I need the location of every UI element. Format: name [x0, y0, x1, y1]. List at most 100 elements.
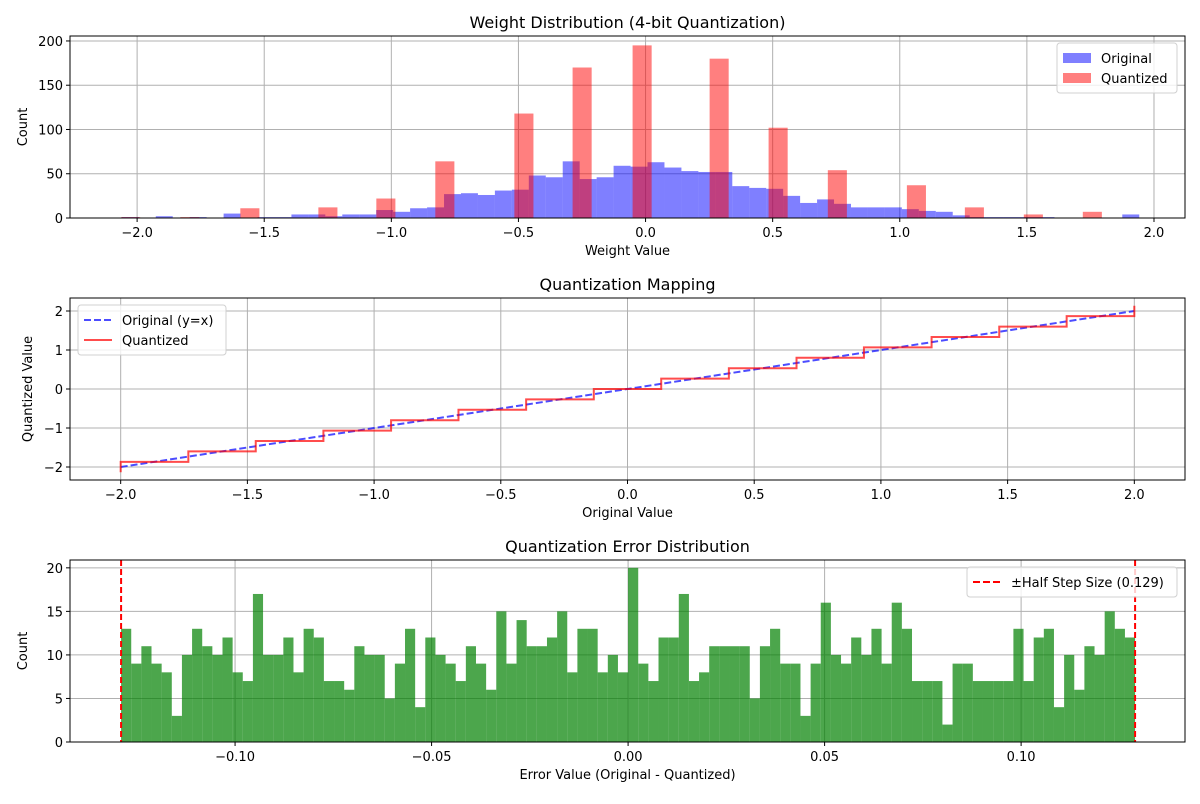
bar — [632, 45, 652, 218]
bar — [729, 646, 740, 742]
y-tick-label: 10 — [46, 649, 63, 664]
chart-title: Quantization Mapping — [540, 275, 716, 294]
bar — [1104, 611, 1115, 742]
legend-label: ±Half Step Size (0.129) — [1011, 576, 1164, 591]
bar — [212, 654, 223, 742]
bar — [405, 628, 416, 742]
bar — [313, 637, 324, 742]
bar — [223, 213, 241, 218]
axes-frame — [69, 35, 1186, 219]
x-tick-label: −1.5 — [232, 488, 264, 503]
series-quantized — [121, 45, 1102, 219]
x-tick-label: 1.0 — [871, 488, 892, 503]
x-tick-label: −0.10 — [215, 750, 255, 765]
bar — [141, 646, 152, 742]
x-tick-label: 0.5 — [744, 488, 765, 503]
bar — [410, 208, 428, 218]
bar — [273, 654, 284, 742]
legend-swatch — [1063, 53, 1091, 63]
y-tick-label: 1 — [55, 344, 63, 359]
y-axis-label: Count — [16, 632, 31, 671]
legend-box — [966, 566, 1178, 598]
x-tick-label: −2.0 — [121, 226, 153, 241]
bar — [354, 646, 365, 742]
bar — [455, 681, 466, 742]
bar — [131, 663, 142, 742]
bar — [1023, 681, 1034, 742]
bar — [867, 207, 885, 218]
series-quantized — [119, 305, 1136, 473]
bar — [770, 628, 781, 742]
bar — [982, 681, 994, 742]
bar — [192, 628, 203, 742]
bar — [318, 207, 338, 218]
bar — [648, 681, 659, 742]
x-tick-label: 1.0 — [889, 226, 910, 241]
bar — [514, 113, 534, 218]
bar — [901, 628, 913, 742]
x-tick-label: −0.5 — [503, 226, 535, 241]
bar — [460, 193, 478, 218]
bar — [861, 654, 872, 742]
bar — [952, 663, 963, 742]
series-original — [121, 161, 1140, 218]
axes-frame — [69, 559, 1186, 743]
bar — [359, 214, 377, 218]
legend: Original Quantized — [1056, 42, 1178, 94]
bar — [719, 646, 730, 742]
x-tick-label: 0.0 — [635, 226, 656, 241]
bar — [732, 186, 750, 218]
bar — [881, 663, 892, 742]
y-tick-label: 15 — [46, 605, 63, 620]
bar — [308, 214, 326, 218]
bar — [486, 689, 497, 742]
subplot-3: −0.10 −0.05 0.00 0.05 0.10 0 5 10 15 20 Quantizati… — [16, 537, 1186, 783]
bar — [1064, 654, 1075, 742]
y-tick-label: 0 — [55, 736, 63, 751]
bar — [871, 628, 882, 742]
x-tick-label: 2.0 — [1124, 488, 1145, 503]
bar — [638, 663, 649, 742]
bar — [577, 628, 588, 742]
bar — [161, 672, 172, 742]
bar — [952, 215, 970, 218]
bar — [884, 207, 902, 218]
y-tick-label: 200 — [38, 35, 63, 50]
bar — [494, 190, 512, 218]
bar — [242, 681, 253, 742]
bar — [1124, 637, 1136, 742]
bar — [617, 672, 629, 742]
bar — [374, 654, 385, 742]
bar — [1003, 681, 1014, 742]
y-axis-label: Count — [16, 108, 31, 147]
bar — [342, 214, 360, 218]
bar — [425, 637, 436, 742]
bar — [496, 611, 507, 742]
bar — [678, 593, 689, 742]
bar — [415, 707, 426, 742]
bar — [972, 681, 983, 742]
bar — [658, 637, 669, 742]
bar — [344, 689, 355, 742]
x-tick-label: 2.0 — [1144, 226, 1165, 241]
bar — [263, 654, 274, 742]
bar — [222, 637, 233, 742]
y-tick-label: 0 — [55, 212, 63, 227]
bar — [918, 210, 936, 218]
x-tick-label: 0.00 — [614, 750, 643, 765]
bar — [830, 654, 842, 742]
chart-title: Quantization Error Distribution — [505, 537, 750, 556]
x-tick-label: −1.0 — [358, 488, 390, 503]
bar — [800, 202, 818, 218]
bar — [240, 208, 260, 218]
bar — [810, 663, 821, 742]
legend-label: Quantized — [1101, 72, 1167, 87]
bar — [681, 171, 699, 218]
chart-title: Weight Distribution (4-bit Quantization) — [470, 13, 786, 32]
bar — [628, 567, 639, 742]
x-tick-label: −0.05 — [412, 750, 452, 765]
y-tick-label: 50 — [46, 168, 63, 183]
y-tick-label: −1 — [44, 422, 63, 437]
legend: Original (y=x) Quantized — [77, 304, 227, 356]
